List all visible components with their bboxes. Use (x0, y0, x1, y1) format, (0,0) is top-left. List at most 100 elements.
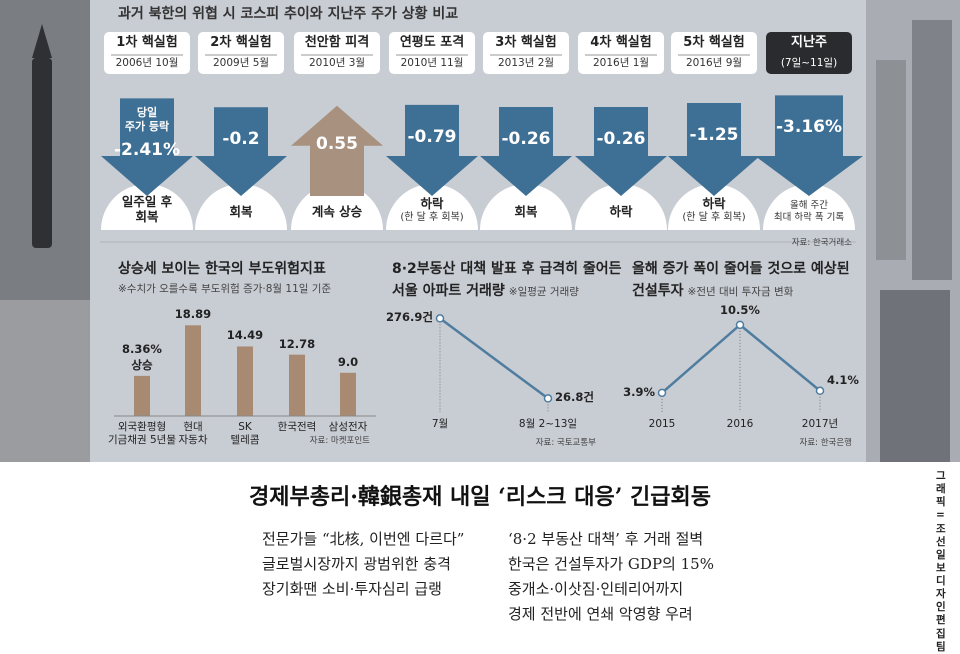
bar (289, 354, 305, 416)
headline: 경제부총리·韓銀총재 내일 ‘리스크 대응’ 긴급회동 (249, 484, 711, 510)
section-title: 과거 북한의 위협 시 코스피 추이와 지난주 주가 상황 비교 (118, 6, 459, 22)
panel (90, 0, 866, 462)
bar (134, 375, 150, 416)
outcome: 하락 (609, 204, 633, 219)
missile-tip (32, 24, 52, 58)
outcome: 하락 (420, 196, 444, 211)
value-label: -0.26 (596, 128, 646, 149)
event-date: 2009년 5월 (212, 57, 270, 69)
event-date: 2016년 9월 (685, 57, 743, 69)
value-label: 0.55 (316, 133, 358, 154)
event-box (294, 32, 380, 74)
value-label: 12.78 (278, 336, 316, 351)
building (912, 20, 952, 280)
event-box (766, 32, 852, 74)
value-label: -2.41% (113, 140, 181, 161)
chart-title: 상승세 보이는 한국의 부도위험지표 (118, 261, 326, 277)
bar (185, 325, 201, 416)
series-line (661, 323, 821, 394)
subheading: 경제 전반에 연쇄 악영향 우려 (508, 605, 693, 623)
chart-subtitle: ※일평균 거래량 (508, 286, 579, 298)
source: 자료: 한국거래소 (791, 238, 852, 248)
outcome: 올해 주간 최대 하락 폭 기록 (773, 200, 845, 223)
subheading: 글로벌시장까지 광범위한 충격 (262, 555, 451, 573)
outcome: 하락 (702, 196, 726, 211)
outcome-dome (480, 184, 572, 230)
chart-title: 올해 증가 폭이 줄어들 것으로 예상된 건설투자 ※전년 대비 투자금 변화 (632, 261, 850, 299)
source: 자료: 마켓포인트 (309, 436, 370, 446)
event-date: 2013년 2월 (497, 57, 555, 69)
chart-subtitle: ※전년 대비 투자금 변화 (687, 286, 794, 298)
event-box (104, 32, 190, 74)
point (815, 386, 825, 396)
outcome-dome (668, 184, 760, 230)
subheading: ‘8·2 부동산 대책’ 후 거래 절벽 (508, 530, 704, 548)
change-arrow (480, 106, 572, 196)
change-arrow (386, 104, 478, 196)
x-tick-label: 삼성전자 (328, 421, 368, 433)
outcome: 일주일 후 회복 (121, 194, 173, 224)
source: 자료: 국토교통부 (535, 438, 596, 448)
event-box (198, 32, 284, 74)
event-date: (7일~11일) (780, 57, 838, 69)
value-label: 26.8건 (555, 390, 594, 405)
event-box (389, 32, 475, 74)
event-date: 2010년 3월 (308, 57, 366, 69)
x-tick-label: 7월 (431, 418, 449, 430)
value-label: 10.5% (720, 302, 760, 317)
outcome: 계속 상승 (311, 204, 363, 219)
outcome-dome (101, 184, 193, 230)
point (543, 394, 553, 403)
building (876, 60, 906, 260)
value-label: 276.9건 (386, 310, 433, 325)
x-tick-label: 2015 (648, 418, 676, 430)
subheading: 한국은 건설투자가 GDP의 15% (508, 555, 714, 573)
change-arrow (195, 107, 287, 196)
point (435, 314, 445, 323)
value-label: -0.79 (407, 126, 457, 147)
outcome-dome (763, 184, 855, 230)
event-date: 2006년 10월 (115, 57, 179, 69)
event-box (578, 32, 664, 74)
change-arrow (101, 98, 193, 196)
event-box (483, 32, 569, 74)
chart-title: 8·2부동산 대책 발표 후 급격히 줄어든 서울 아파트 거래량 ※일평균 거래… (392, 261, 622, 299)
source: 자료: 한국은행 (799, 438, 853, 448)
change-arrow (668, 103, 760, 196)
outcome: 회복 (514, 204, 538, 219)
value-label: 14.49 (226, 328, 264, 343)
credit: 그래픽 = 조선일보 디자인편집팀 (936, 470, 946, 653)
smoke (0, 300, 90, 462)
outcome: 회복 (229, 204, 253, 219)
value-label: 3.9% (623, 384, 655, 399)
x-tick-label: 외국환평형 기금채권 5년물 (108, 421, 176, 446)
change-arrow (291, 105, 383, 196)
value-label: -3.16% (775, 117, 843, 138)
event-name: 5차 핵실험 (683, 35, 745, 50)
outcome-note: (한 달 후 회복) (400, 212, 464, 223)
x-tick-label: 8월 2~13일 (518, 418, 578, 430)
event-name: 천안함 피격 (304, 35, 370, 50)
event-name: 3차 핵실험 (495, 35, 557, 50)
annotation: 당일 주가 등락 (124, 106, 170, 134)
outcome-note: (한 달 후 회복) (682, 212, 746, 223)
outcome-dome (195, 184, 287, 230)
change-arrow (755, 95, 863, 196)
event-name: 연평도 포격 (399, 35, 465, 50)
chart-subtitle: ※수치가 오를수록 부도위험 증가·8월 11일 기준 (118, 283, 332, 295)
event-box (671, 32, 757, 74)
subheading: 전문가들 “北核, 이번엔 다르다” (262, 530, 465, 548)
outcome-dome (386, 184, 478, 230)
event-name: 지난주 (791, 35, 827, 50)
event-name: 1차 핵실험 (116, 35, 178, 50)
value-label: 4.1% (827, 372, 859, 387)
event-name: 2차 핵실험 (210, 35, 272, 50)
series-line (439, 317, 549, 400)
value-label: -0.2 (222, 129, 260, 150)
point (735, 320, 745, 330)
subheading: 장기화땐 소비·투자심리 급랭 (262, 580, 442, 598)
missile (32, 58, 52, 248)
